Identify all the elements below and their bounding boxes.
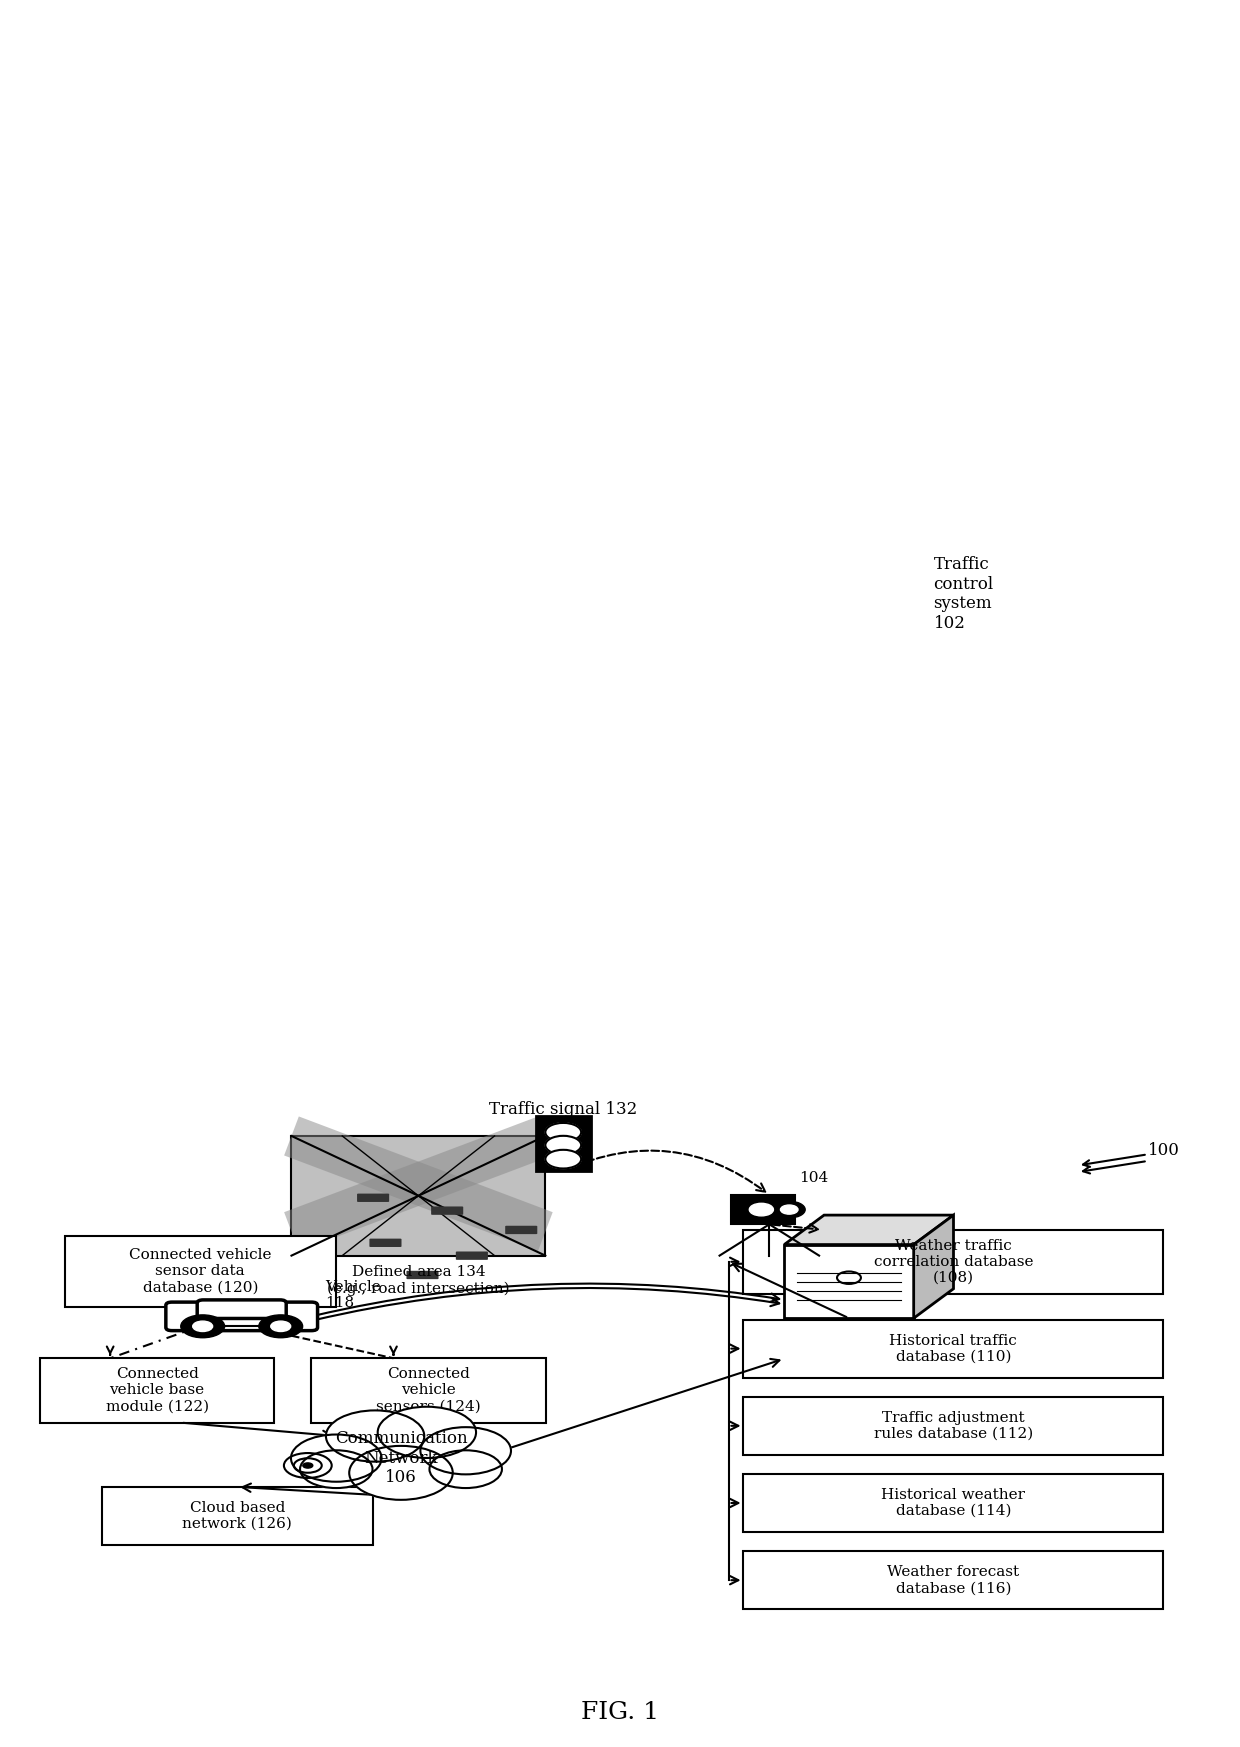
Circle shape: [546, 1123, 582, 1141]
FancyBboxPatch shape: [730, 1195, 795, 1225]
Circle shape: [259, 1315, 303, 1338]
Text: Traffic adjustment
rules database (112): Traffic adjustment rules database (112): [874, 1412, 1033, 1441]
Text: FIG. 1: FIG. 1: [582, 1700, 658, 1724]
Circle shape: [780, 1205, 799, 1214]
Text: Vehicle
118: Vehicle 118: [325, 1279, 381, 1310]
Text: Traffic signal 132: Traffic signal 132: [489, 1101, 637, 1118]
FancyBboxPatch shape: [40, 1357, 274, 1422]
FancyBboxPatch shape: [505, 1226, 537, 1233]
FancyBboxPatch shape: [536, 1116, 590, 1170]
Text: 104: 104: [800, 1170, 828, 1184]
FancyBboxPatch shape: [456, 1251, 487, 1260]
FancyBboxPatch shape: [166, 1302, 317, 1331]
Circle shape: [300, 1450, 372, 1488]
Text: Historical weather
database (114): Historical weather database (114): [882, 1488, 1025, 1518]
FancyBboxPatch shape: [784, 1244, 914, 1319]
FancyBboxPatch shape: [370, 1239, 402, 1247]
Text: Historical traffic
database (110): Historical traffic database (110): [889, 1333, 1017, 1364]
Text: Defined area 134
(e.g., road intersection): Defined area 134 (e.g., road intersectio…: [327, 1265, 510, 1296]
FancyBboxPatch shape: [102, 1487, 373, 1544]
FancyBboxPatch shape: [197, 1300, 286, 1319]
FancyBboxPatch shape: [407, 1270, 439, 1279]
Circle shape: [378, 1406, 476, 1459]
FancyBboxPatch shape: [744, 1551, 1163, 1609]
Circle shape: [303, 1462, 312, 1467]
Circle shape: [181, 1315, 224, 1338]
Polygon shape: [784, 1216, 954, 1244]
FancyBboxPatch shape: [744, 1474, 1163, 1532]
Text: Weather traffic
correlation database
(108): Weather traffic correlation database (10…: [873, 1239, 1033, 1286]
FancyBboxPatch shape: [744, 1398, 1163, 1455]
Text: Traffic
control
system
102: Traffic control system 102: [934, 556, 993, 632]
Circle shape: [270, 1321, 290, 1331]
FancyBboxPatch shape: [291, 1136, 546, 1256]
Text: Weather forecast
database (116): Weather forecast database (116): [888, 1565, 1019, 1595]
Text: 100: 100: [1148, 1143, 1179, 1160]
Circle shape: [291, 1434, 382, 1481]
Circle shape: [739, 1198, 784, 1221]
Text: Connected
vehicle base
module (122): Connected vehicle base module (122): [105, 1368, 208, 1413]
Polygon shape: [914, 1216, 954, 1319]
FancyBboxPatch shape: [744, 1230, 1163, 1295]
Circle shape: [774, 1202, 805, 1218]
Circle shape: [749, 1204, 774, 1216]
Text: Cloud based
network (126): Cloud based network (126): [182, 1501, 293, 1530]
Text: Communication
Network
106: Communication Network 106: [335, 1431, 467, 1487]
Circle shape: [429, 1450, 502, 1488]
FancyBboxPatch shape: [744, 1319, 1163, 1378]
Circle shape: [546, 1150, 582, 1169]
Circle shape: [192, 1321, 212, 1331]
FancyBboxPatch shape: [64, 1237, 336, 1307]
FancyBboxPatch shape: [432, 1207, 464, 1214]
FancyBboxPatch shape: [311, 1357, 546, 1422]
Circle shape: [350, 1447, 453, 1501]
Circle shape: [546, 1136, 582, 1155]
Text: Connected
vehicle
sensors (124): Connected vehicle sensors (124): [376, 1368, 481, 1413]
Text: Connected vehicle
sensor data
database (120): Connected vehicle sensor data database (…: [129, 1247, 272, 1295]
FancyBboxPatch shape: [357, 1193, 389, 1202]
Circle shape: [326, 1410, 424, 1462]
Circle shape: [420, 1427, 511, 1474]
